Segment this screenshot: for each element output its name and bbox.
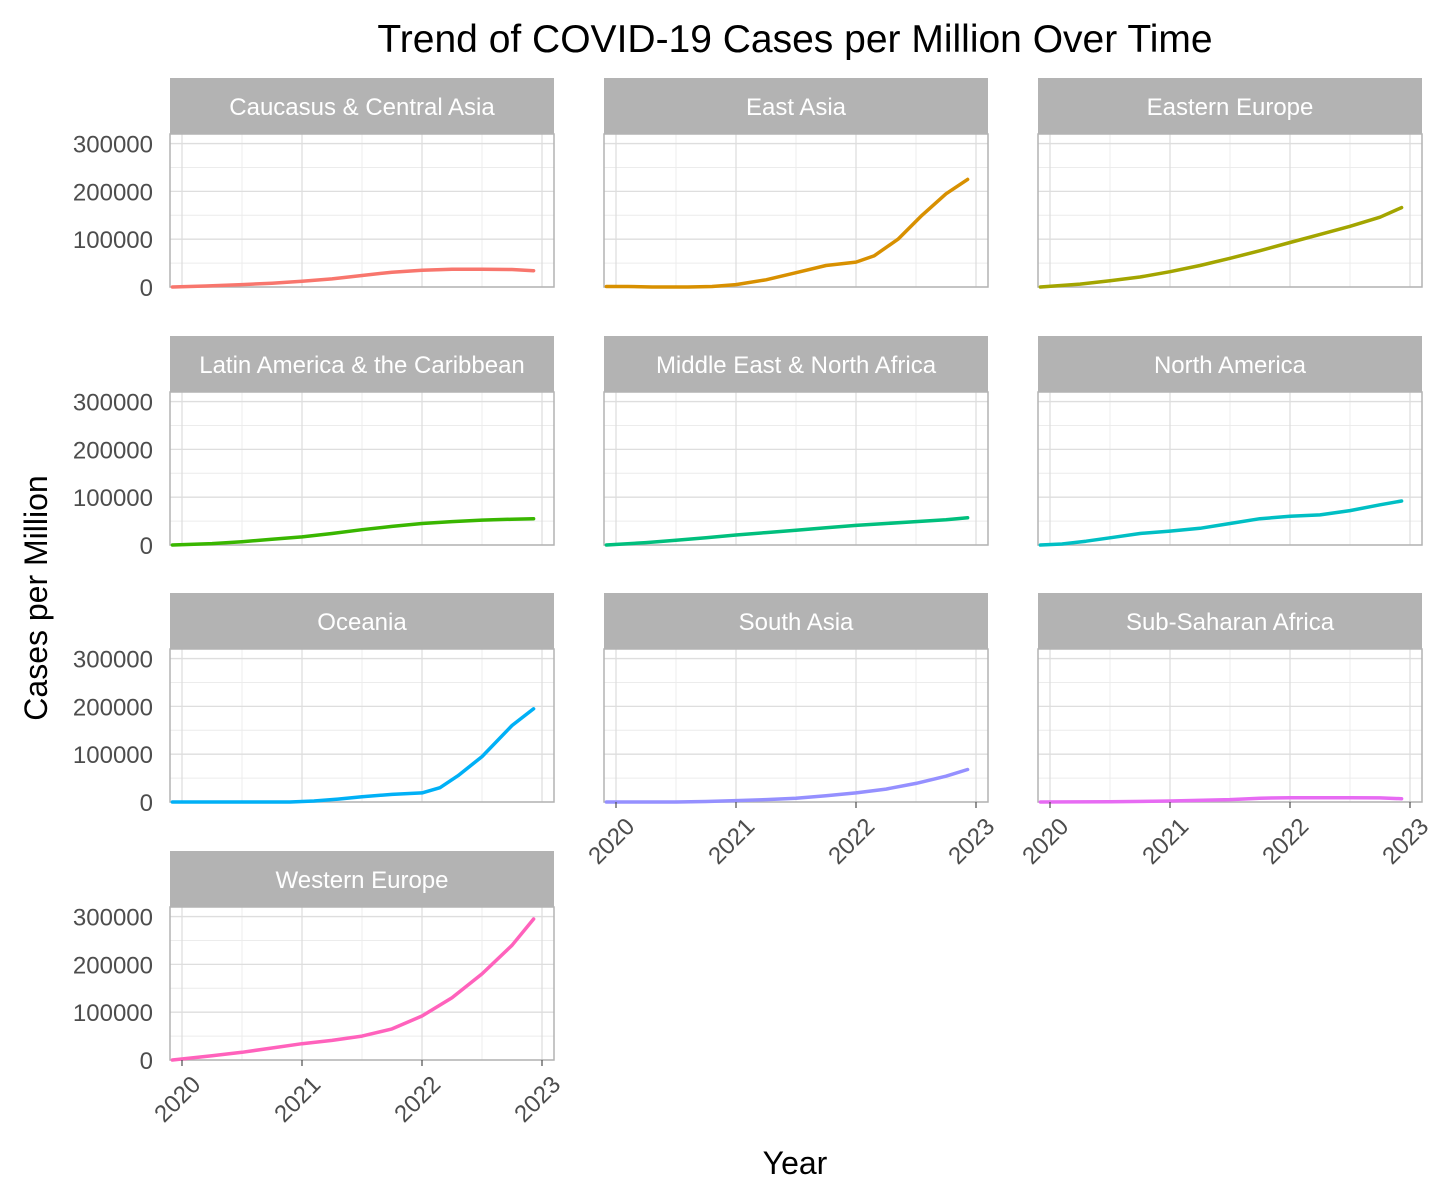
y-tick-label: 200000 xyxy=(73,694,153,721)
strip-label: Middle East & North Africa xyxy=(656,352,937,379)
x-axis-title: Year xyxy=(763,1145,828,1181)
series-line-eastern-europe xyxy=(1038,205,1404,289)
strip-background xyxy=(604,78,988,134)
strip-background xyxy=(170,851,554,907)
panel-eastern-europe: Eastern Europe xyxy=(1037,78,1423,289)
series-line-middle-east-and-north-africa xyxy=(604,515,970,547)
y-tick-label: 0 xyxy=(140,533,153,560)
y-tick-label: 0 xyxy=(140,790,153,817)
panel-border xyxy=(603,391,989,546)
series-line-east-asia xyxy=(604,177,970,289)
y-tick-label: 100000 xyxy=(73,227,153,254)
panel-latin-america-and-the-caribbean: Latin America & the Caribbean 0 100000 2000… xyxy=(73,336,555,560)
panel-border xyxy=(1037,648,1423,803)
panel-caucasus-and-central-asia: Caucasus & Central Asia 0 100000 200000 3000… xyxy=(73,78,555,302)
y-tick-label: 300000 xyxy=(73,647,153,674)
panel-north-america: North America xyxy=(1037,336,1423,547)
y-tick-label: 100000 xyxy=(73,1000,153,1027)
strip-background xyxy=(604,336,988,392)
y-axis-title: Cases per Million xyxy=(18,475,54,720)
strip-label: East Asia xyxy=(746,94,847,121)
panel-border xyxy=(1037,391,1423,546)
strip-background xyxy=(170,78,554,134)
series-line-north-america xyxy=(1038,499,1404,547)
panel-middle-east-and-north-africa: Middle East & North Africa xyxy=(603,336,989,547)
y-tick-label: 0 xyxy=(140,275,153,302)
y-tick-label: 0 xyxy=(140,1048,153,1075)
series-line-latin-america-and-the-caribbean xyxy=(170,516,536,547)
series-line-south-asia xyxy=(604,767,970,804)
panel-border xyxy=(603,648,989,803)
y-tick-label: 300000 xyxy=(73,390,153,417)
strip-label: Oceania xyxy=(317,609,407,636)
y-tick-label: 200000 xyxy=(73,952,153,979)
series-line-sub-saharan-africa xyxy=(1038,795,1404,804)
panel-east-asia: East Asia xyxy=(603,78,989,289)
strip-background xyxy=(1038,593,1422,649)
strip-background xyxy=(1038,78,1422,134)
series-line-western-europe xyxy=(170,917,536,1062)
strip-background xyxy=(170,593,554,649)
strip-label: North America xyxy=(1154,352,1307,379)
strip-background xyxy=(604,593,988,649)
panel-border xyxy=(1037,133,1423,288)
strip-label: Latin America & the Caribbean xyxy=(199,352,525,379)
y-tick-label: 300000 xyxy=(73,132,153,159)
y-tick-label: 200000 xyxy=(73,437,153,464)
strip-label: Caucasus & Central Asia xyxy=(229,94,495,121)
series-line-caucasus-and-central-asia xyxy=(170,267,536,289)
strip-label: Western Europe xyxy=(276,867,449,894)
strip-label: Sub-Saharan Africa xyxy=(1126,609,1335,636)
y-tick-label: 200000 xyxy=(73,179,153,206)
panel-border xyxy=(169,391,555,546)
panel-border xyxy=(169,648,555,803)
chart-title: Trend of COVID-19 Cases per Million Over… xyxy=(377,18,1212,61)
strip-label: Eastern Europe xyxy=(1147,94,1314,121)
panel-border xyxy=(169,133,555,288)
panel-oceania: Oceania 0 100000 200000 300000 xyxy=(73,593,555,817)
y-tick-label: 100000 xyxy=(73,742,153,769)
y-tick-label: 100000 xyxy=(73,485,153,512)
strip-background xyxy=(170,336,554,392)
series-line-oceania xyxy=(170,707,536,804)
panel-border xyxy=(169,906,555,1061)
y-tick-label: 300000 xyxy=(73,905,153,932)
panel-border xyxy=(603,133,989,288)
strip-background xyxy=(1038,336,1422,392)
strip-label: South Asia xyxy=(739,609,854,636)
